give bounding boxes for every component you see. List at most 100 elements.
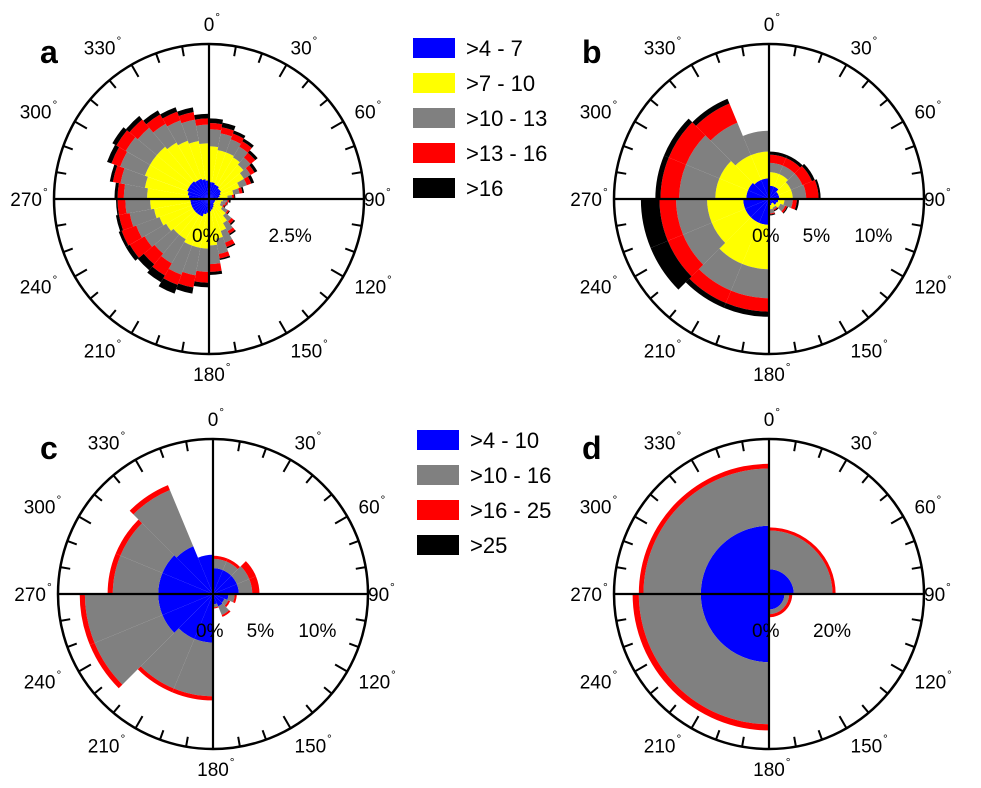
bar-a-sector-8-series-0: [187, 191, 209, 199]
bar-a-sector-6-series-2: [125, 199, 151, 214]
tick-b-80: [911, 171, 922, 175]
bar-a-sector-19-series-1: [216, 157, 240, 188]
bar-a-sector-24-series-4: [234, 194, 236, 199]
bar-b-sector-12-series-1: [715, 178, 748, 199]
degree-symbol-a-90: °: [386, 185, 391, 199]
tick-d-330: [690, 459, 700, 473]
bar-a-sector-21-series-1: [219, 173, 244, 193]
bar-b-sector-2-series-2: [785, 173, 803, 190]
tick-b-310: [649, 98, 659, 107]
bars-b: [640, 98, 821, 317]
radial-label-b-0: 0%: [752, 226, 780, 247]
bar-c-sector-2-series-1: [231, 566, 250, 585]
bar-a-sector-4-series-2: [136, 217, 164, 238]
bar-c-sector-5-series-1: [221, 598, 229, 606]
tick-a-150: [278, 320, 288, 334]
bar-b-sector-6-series-3: [773, 207, 778, 211]
tick-c-150: [282, 715, 292, 729]
bar-b-sector-14-series-3: [695, 103, 738, 141]
legend-label-1-2: >16 - 25: [470, 498, 551, 523]
bar-c-sector-3-series-1: [236, 578, 253, 594]
bar-a-sector-28-series-4: [226, 210, 230, 215]
bar-c-sector-5-series-0: [213, 594, 225, 603]
degree-symbol-c-60: °: [381, 493, 386, 507]
bar-a-sector-0-series-3: [163, 268, 182, 285]
bar-a-sector-21-series-3: [245, 165, 255, 175]
bar-a-sector-5-series-2: [129, 208, 157, 227]
tick-b-140: [861, 309, 870, 319]
direction-label-b-180: 180: [753, 365, 785, 386]
bar-b-sector-9-series-0: [750, 199, 769, 223]
direction-label-b-300: 300: [580, 103, 612, 124]
bar-b-sector-10-series-1: [711, 208, 751, 243]
degree-symbol-b-150: °: [883, 337, 888, 351]
bar-b-sector-5-series-3: [781, 205, 788, 213]
tick-b-320: [668, 79, 677, 89]
tick-d-110: [904, 642, 915, 648]
bar-a-sector-34-series-4: [193, 281, 209, 288]
tick-d-250: [623, 642, 634, 648]
degree-symbol-c-0: °: [219, 405, 224, 419]
bar-a-sector-5-series-1: [154, 202, 192, 219]
bar-a-sector-35-series-1: [192, 213, 207, 248]
bar-a-sector-13-series-0: [198, 178, 209, 199]
bar-d-sector-3-series-1: [643, 468, 769, 594]
direction-label-a-150: 150: [291, 342, 323, 363]
bar-c-sector-1-series-1: [222, 561, 238, 576]
tick-b-260: [616, 223, 627, 227]
bar-c-sector-13-series-0: [162, 555, 213, 594]
direction-label-d-330: 330: [644, 433, 676, 454]
bars-a: [107, 107, 258, 294]
direction-label-a-300: 300: [20, 103, 52, 124]
bar-a-sector-26-series-1: [214, 200, 222, 204]
bar-a-sector-14-series-2: [181, 119, 199, 144]
bar-b-sector-15-series-1: [750, 151, 769, 180]
degree-symbol-c-90: °: [390, 580, 395, 594]
bar-a-sector-2-series-2: [154, 228, 180, 254]
bar-a-sector-31-series-1: [212, 207, 227, 232]
bar-a-sector-31-series-0: [209, 199, 214, 208]
panel-letter-b: b: [582, 34, 602, 70]
bar-a-sector-11-series-2: [137, 127, 166, 156]
bar-a-sector-9-series-2: [120, 151, 150, 176]
bar-b-sector-3-series-2: [790, 184, 807, 199]
tick-a-130: [319, 291, 329, 300]
bar-a-sector-14-series-3: [178, 111, 196, 124]
bar-a-sector-14-series-1: [188, 140, 206, 181]
bar-a-sector-31-series-4: [226, 243, 236, 249]
bar-a-sector-29-series-3: [227, 217, 234, 224]
degree-symbol-a-270: °: [43, 185, 48, 199]
tick-c-110: [348, 642, 359, 648]
direction-label-b-150: 150: [851, 342, 883, 363]
bar-a-sector-23-series-1: [219, 190, 234, 198]
degree-symbol-d-150: °: [883, 732, 888, 746]
bar-a-sector-21-series-2: [239, 168, 251, 179]
bar-b-sector-5-series-4: [782, 206, 789, 214]
radial-label-b-2: 10%: [854, 226, 892, 247]
direction-label-d-210: 210: [644, 737, 676, 758]
degree-symbol-d-270: °: [603, 580, 608, 594]
tick-b-70: [904, 145, 915, 151]
bar-b-sector-1-series-0: [769, 186, 779, 199]
bar-b-sector-0-series-2: [769, 162, 783, 175]
bar-a-sector-33-series-1: [209, 211, 218, 246]
bar-a-sector-17-series-4: [221, 122, 236, 131]
bar-b-sector-4-series-2: [783, 199, 793, 209]
bar-c-sector-12-series-2: [107, 553, 121, 594]
direction-label-c-30: 30: [295, 433, 316, 454]
bar-a-sector-1-series-3: [152, 255, 172, 276]
bar-c-sector-4-series-2: [233, 594, 237, 604]
tick-b-110: [904, 247, 915, 253]
bar-c-sector-12-series-1: [112, 555, 163, 594]
tick-a-80: [351, 171, 362, 175]
bar-d-sector-2-series-0: [700, 594, 769, 663]
degree-symbol-b-90: °: [946, 185, 951, 199]
direction-label-b-60: 60: [915, 103, 936, 124]
tick-d-200: [715, 729, 721, 740]
tick-d-20: [817, 448, 823, 459]
tick-d-280: [616, 566, 627, 570]
tick-c-290: [67, 540, 78, 546]
legend-label-0-1: >7 - 10: [466, 71, 535, 96]
bar-a-sector-3-series-0: [192, 199, 209, 211]
